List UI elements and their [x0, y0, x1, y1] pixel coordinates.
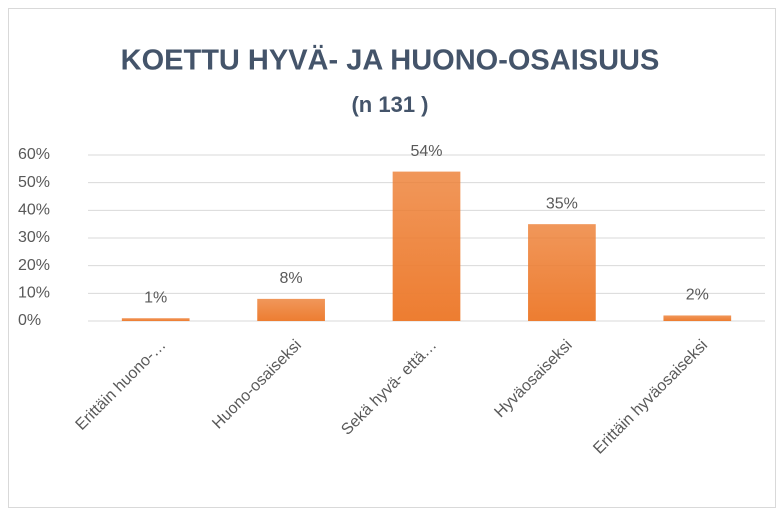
data-label: 54%: [410, 143, 442, 160]
bar: [663, 315, 732, 321]
chart-subtitle: (n 131 ): [351, 92, 428, 117]
chart-title: KOETTU HYVÄ- JA HUONO-OSAISUUS: [121, 44, 660, 77]
y-tick-label: 0%: [18, 312, 41, 329]
bar: [528, 224, 596, 321]
data-label: 1%: [144, 289, 167, 306]
y-tick-label: 50%: [18, 174, 50, 191]
data-label: 2%: [686, 287, 709, 304]
y-tick-label: 40%: [18, 202, 50, 219]
chart-border: [8, 8, 776, 508]
data-label: 8%: [280, 270, 303, 287]
data-label: 35%: [546, 195, 578, 212]
bar: [392, 171, 461, 321]
bar: [121, 318, 190, 321]
y-tick-label: 30%: [18, 229, 50, 246]
bar: [257, 298, 325, 321]
y-tick-label: 10%: [18, 285, 50, 302]
y-tick-label: 60%: [18, 146, 50, 163]
y-tick-label: 20%: [18, 257, 50, 274]
